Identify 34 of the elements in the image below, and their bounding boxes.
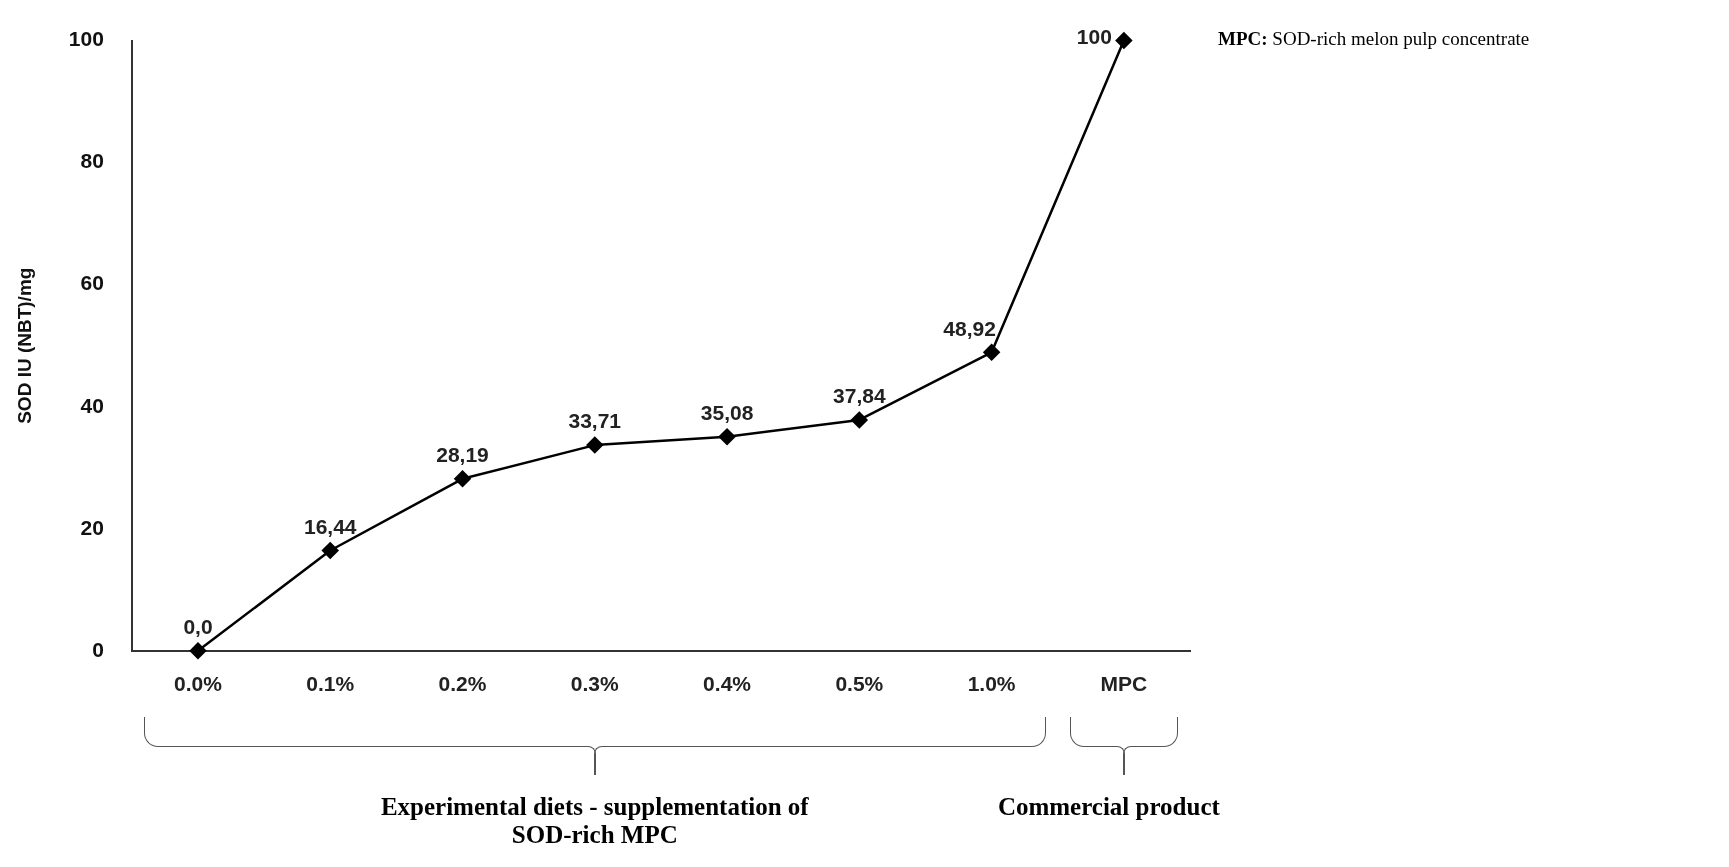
y-tick-label: 60 [80, 271, 104, 295]
point [851, 411, 868, 429]
data-label: 0,0 [183, 615, 213, 639]
x-tick-label: 0.3% [570, 672, 620, 696]
x-tick-label: 0.5% [835, 672, 884, 696]
y-tick-label: 100 [68, 27, 104, 51]
point [1115, 32, 1133, 49]
text: Commercial product [996, 793, 1221, 821]
x-tick-label: 0.4% [703, 672, 752, 696]
point [189, 642, 207, 660]
data-label: 100 [1076, 24, 1112, 48]
text: MPC: SOD-rich melon pulp concentrate [1218, 28, 1530, 49]
point [983, 344, 1000, 361]
x-tick-label: 0.2% [438, 672, 487, 696]
point [586, 436, 604, 454]
x-tick-label: 0.0% [174, 672, 223, 696]
data-label: 35,08 [700, 401, 754, 425]
x-tick-label: 0.1% [306, 672, 355, 696]
data-label: 37,84 [833, 384, 886, 408]
data-label: 16,44 [303, 514, 357, 538]
data-label: 28,19 [436, 443, 489, 467]
text: Experimental diets - supplementation of SOD-rich MPC [379, 793, 810, 849]
point [718, 428, 736, 445]
y-tick-label: 40 [80, 393, 104, 417]
y-tick-label: 80 [80, 149, 104, 173]
point [321, 542, 339, 559]
y-tick-label: 20 [80, 515, 104, 539]
y-tick-label: 0 [92, 637, 104, 661]
data-label: 33,71 [568, 409, 622, 433]
data-label: 48,92 [943, 316, 996, 340]
y-axis-title: SOD IU (NBT)/mg [13, 267, 35, 424]
x-tick-label: 1.0% [967, 672, 1016, 696]
x-tick-label: MPC [1100, 672, 1148, 696]
point [454, 470, 471, 488]
